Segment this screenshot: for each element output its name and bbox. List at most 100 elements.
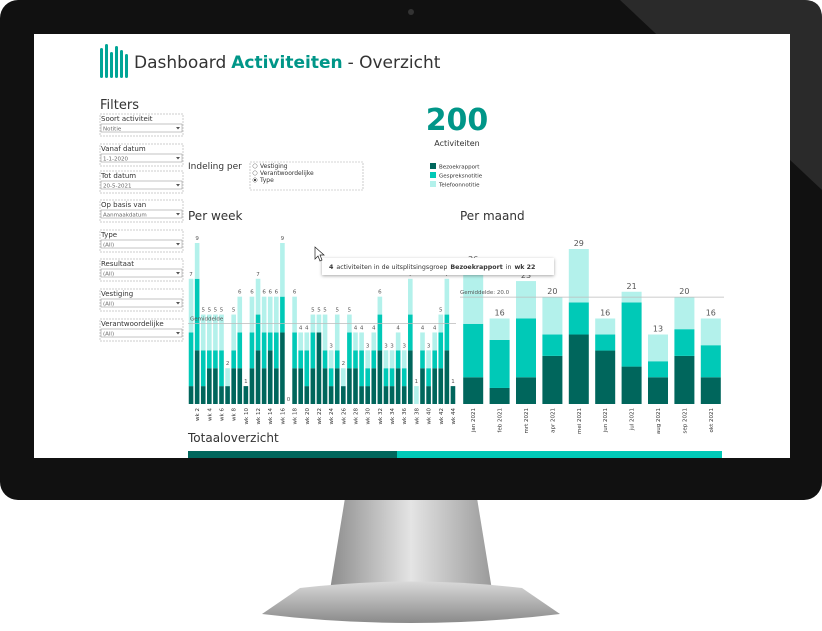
bar-total-label: 5 xyxy=(232,308,236,314)
bar-segment xyxy=(231,368,236,404)
title-bold: Activiteiten xyxy=(231,53,342,73)
x-tick-label: mrt 2021 xyxy=(524,408,530,434)
filter-value: (All) xyxy=(103,272,114,278)
bar-segment xyxy=(420,350,425,369)
filters-title: Filters xyxy=(100,98,139,113)
filter-dropdown xyxy=(100,180,183,190)
bar-segment xyxy=(255,314,261,351)
bar-segment xyxy=(408,278,413,315)
bar-total-label: 6 xyxy=(268,290,272,296)
bar-segment xyxy=(261,368,267,404)
bar-segment xyxy=(249,332,255,369)
bar-segment xyxy=(463,265,484,324)
x-tick-label: wk 20 xyxy=(305,408,311,425)
bar-segment xyxy=(341,386,346,404)
bar-segment xyxy=(359,332,364,351)
x-tick-label: wk 38 xyxy=(414,408,420,425)
bar-segment xyxy=(595,334,616,351)
bar-total-label: 3 xyxy=(384,343,388,349)
x-tick-label: wk 4 xyxy=(207,408,213,421)
bar-segment xyxy=(213,314,218,351)
bar-segment xyxy=(395,350,401,369)
bar-segment xyxy=(267,296,273,333)
filter-dropdown xyxy=(100,123,183,133)
bar-segment xyxy=(542,334,563,356)
bar-segment xyxy=(595,318,616,335)
bar-segment xyxy=(243,386,249,404)
x-tick-label: wk 10 xyxy=(244,408,250,425)
legend-swatch xyxy=(430,181,436,187)
filter-frame xyxy=(99,229,184,253)
x-tick-label: jun 2021 xyxy=(603,408,609,433)
bar-total-label: 6 xyxy=(378,290,382,296)
tooltip-text: 4 activiteiten in de uitsplitsingsgroep Be… xyxy=(329,264,535,271)
bar-segment xyxy=(489,387,510,404)
bar-segment xyxy=(383,386,389,404)
x-tick-label: wk 8 xyxy=(232,408,238,421)
bar-segment xyxy=(328,350,334,369)
bar-segment xyxy=(231,350,236,369)
bar-segment xyxy=(395,332,401,351)
bar-segment xyxy=(347,368,352,404)
bar-segment xyxy=(280,296,285,333)
bar-segment xyxy=(516,318,536,378)
bar-segment xyxy=(237,296,243,333)
bar-total-label: 3 xyxy=(427,343,431,349)
bar-segment xyxy=(280,332,285,404)
bar-segment xyxy=(219,350,224,387)
bar-total-label: 3 xyxy=(366,343,370,349)
filter-label: Vanaf datum xyxy=(101,145,146,153)
bar-segment xyxy=(408,350,413,404)
bar-segment xyxy=(304,350,310,387)
dropdown-arrow xyxy=(176,184,180,187)
radio-label: Verantwoordelijke xyxy=(260,170,314,177)
radio xyxy=(252,170,258,176)
bar-segment xyxy=(426,368,431,387)
bar-total-label: 4 xyxy=(372,325,376,331)
bar-segment xyxy=(225,368,230,387)
bar-segment xyxy=(310,368,316,404)
radio-label: Vestiging xyxy=(260,163,288,170)
bar-segment xyxy=(438,332,444,369)
bar-total-label: 4 xyxy=(360,325,364,331)
logo xyxy=(100,44,128,78)
filter-value: Notitie xyxy=(103,127,122,133)
bar-total-label: 23 xyxy=(521,271,531,280)
bar-segment xyxy=(328,368,334,387)
bar-segment xyxy=(334,314,340,351)
bar-segment xyxy=(334,350,340,369)
bar-segment xyxy=(207,314,212,351)
bar-segment xyxy=(207,368,212,404)
bar-segment xyxy=(420,332,425,351)
average-label: Gemiddelde: 20.0 xyxy=(460,290,510,296)
filter-value: 20-5-2021 xyxy=(103,184,131,190)
bar-total-label: 7 xyxy=(256,272,260,278)
tooltip: 4 activiteiten in de uitsplitsingsgroep Be… xyxy=(322,258,554,275)
tooltip-part: activiteiten in de uitsplitsingsgroep xyxy=(336,264,447,271)
bar-segment xyxy=(280,243,285,297)
bar-segment xyxy=(219,314,224,351)
bar-segment xyxy=(371,350,377,369)
bar-segment xyxy=(255,350,261,404)
filter-frame xyxy=(99,318,184,342)
bar-segment xyxy=(489,339,510,388)
tooltip-box xyxy=(322,258,554,275)
filter-label: Type xyxy=(100,231,117,239)
bar-segment xyxy=(207,350,212,369)
bar-total-label: 20 xyxy=(547,287,557,296)
bar-segment xyxy=(298,368,303,404)
bar-total-label: 4 xyxy=(433,325,437,331)
bar-segment xyxy=(542,355,563,404)
x-tick-label: wk 22 xyxy=(317,408,323,424)
filter-value: (All) xyxy=(103,243,114,249)
bar-segment xyxy=(188,278,194,333)
bar-segment xyxy=(194,243,200,279)
bar-segment xyxy=(359,386,364,404)
x-tick-label: wk 34 xyxy=(390,408,396,425)
bar-segment xyxy=(371,332,377,351)
bar-total-label: 5 xyxy=(335,308,339,314)
overview-title: Totaaloverzicht xyxy=(187,431,279,445)
x-tick-label: wk 24 xyxy=(329,408,335,425)
bar-segment xyxy=(401,386,407,404)
bar-total-label: 6 xyxy=(262,290,266,296)
